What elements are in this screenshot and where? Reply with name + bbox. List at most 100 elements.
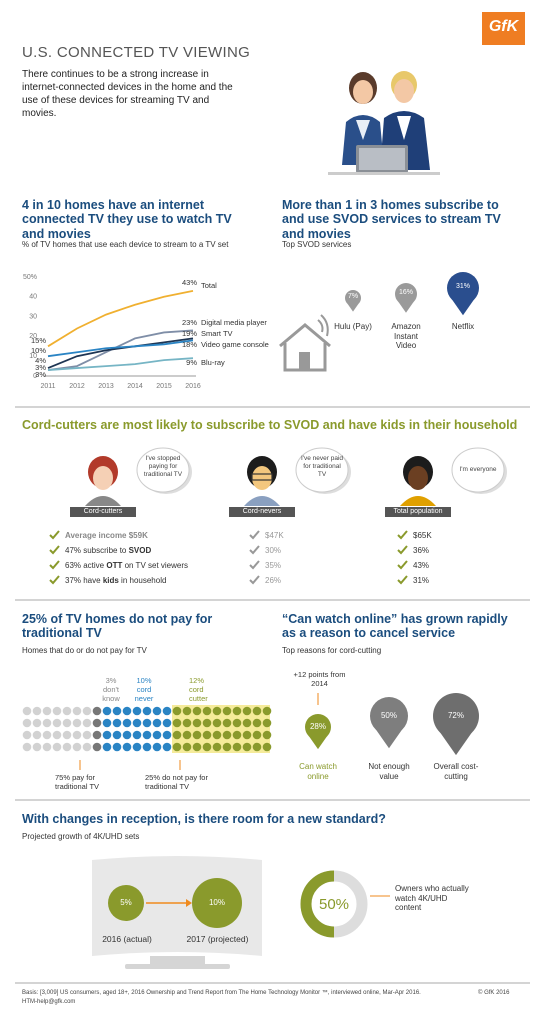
- intro: There continues to be a strong increase …: [22, 69, 233, 119]
- household-dot: [72, 718, 82, 728]
- household-dot: [92, 718, 102, 728]
- household-dot: [142, 742, 152, 752]
- stat-text: Average income $59K: [65, 531, 148, 540]
- dont-know-label: 3% don't know: [102, 676, 120, 703]
- section-subheading: Projected growth of 4K/UHD sets: [22, 832, 140, 841]
- page-title: U.S. CONNECTED TV VIEWING: [22, 44, 251, 61]
- household-dot: [252, 730, 262, 740]
- check-icon: [49, 560, 60, 570]
- household-dot: [212, 706, 222, 716]
- household-dot: [222, 730, 232, 740]
- series-line: [47, 339, 194, 358]
- check-icon: [249, 575, 260, 585]
- household-dot: [112, 730, 122, 740]
- household-dot: [32, 730, 42, 740]
- household-dot: [212, 742, 222, 752]
- persona-body: [244, 496, 280, 506]
- value-label: 15%: [31, 336, 46, 345]
- section-subheading: Homes that do or do not pay for TV: [22, 646, 147, 655]
- household-dot: [122, 706, 132, 716]
- persona-glasses: [251, 473, 273, 481]
- section-subheading: Top SVOD services: [282, 240, 352, 249]
- stat-text: 30%: [265, 546, 282, 555]
- household-dot: [42, 730, 52, 740]
- household-dot: [172, 730, 182, 740]
- household-dot: [132, 742, 142, 752]
- uhd-share: 5%: [120, 898, 132, 907]
- check-icon: [397, 530, 408, 540]
- persona-label: Cord-nevers: [229, 507, 295, 518]
- stat: 63% active OTT on TV set viewers: [65, 561, 188, 571]
- uhd-donut: [300, 870, 390, 938]
- household-dot: [92, 730, 102, 740]
- household-dot: [252, 706, 262, 716]
- household-dot: [162, 718, 172, 728]
- household-dot: [62, 718, 72, 728]
- household-dot: [32, 718, 42, 728]
- check-icon: [249, 530, 260, 540]
- legend-label: Total: [201, 281, 217, 290]
- cord-never-label: 10% cord never: [134, 676, 154, 703]
- household-dot: [182, 718, 192, 728]
- series-line: [47, 289, 194, 348]
- household-dot: [222, 742, 232, 752]
- footer-copyright: © GfK 2016: [478, 990, 510, 996]
- quote: I've stopped paying for traditional TV: [143, 455, 183, 478]
- household-dot: [72, 730, 82, 740]
- household-dot: [162, 730, 172, 740]
- logo: GfK: [488, 18, 519, 35]
- household-dot: [262, 730, 272, 740]
- household-dot: [122, 718, 132, 728]
- pin: [447, 272, 479, 304]
- legend-label: Digital media player: [201, 318, 267, 327]
- household-dot: [232, 706, 242, 716]
- household-dot: [132, 706, 142, 716]
- household-dot: [62, 706, 72, 716]
- value-label: 43%: [182, 278, 197, 287]
- reason-note: +12 points from 2014: [293, 670, 346, 688]
- reason-share: 28%: [309, 722, 326, 731]
- legend-label: Video game console: [201, 340, 269, 349]
- service-share: 16%: [398, 289, 413, 296]
- check-icon: [49, 545, 60, 555]
- check-icon: [49, 530, 60, 540]
- household-dot: [262, 706, 272, 716]
- x-tick-label: 2012: [69, 383, 85, 390]
- quote-bubble: [451, 447, 505, 493]
- household-dot: [242, 742, 252, 752]
- household-dot: [122, 742, 132, 752]
- check-icon: [49, 575, 60, 585]
- household-dot: [32, 742, 42, 752]
- household-dot: [42, 718, 52, 728]
- stat-text: on TV set viewers: [122, 561, 189, 570]
- pin: [398, 301, 414, 313]
- x-tick-label: 2015: [156, 383, 172, 390]
- pin: [395, 283, 417, 305]
- reason-label: Can watch online: [299, 762, 337, 781]
- household-dot: [232, 718, 242, 728]
- pin: [345, 290, 361, 306]
- watch-share: 50%: [318, 896, 350, 913]
- household-dot: [52, 730, 62, 740]
- stat: 35%: [265, 561, 281, 571]
- section-heading: 25% of TV homes do not pay for tradition…: [22, 612, 213, 641]
- stat: 31%: [413, 576, 429, 586]
- stat: 43%: [413, 561, 429, 571]
- section-subheading: % of TV homes that use each device to st…: [22, 240, 229, 249]
- household-dot: [172, 742, 182, 752]
- household-dot: [132, 730, 142, 740]
- stat-text: 26%: [265, 576, 282, 585]
- stat-text: in household: [118, 576, 167, 585]
- household-dot: [152, 742, 162, 752]
- household-dot: [152, 718, 162, 728]
- value-label: 18%: [182, 340, 197, 349]
- legend-label: Smart TV: [201, 329, 233, 338]
- household-dot: [242, 730, 252, 740]
- household-dot: [32, 706, 42, 716]
- household-dot: [222, 718, 232, 728]
- stat: 37% have kids in household: [65, 576, 166, 586]
- quote-bubble: [295, 447, 349, 493]
- stat: 47% subscribe to SVOD: [65, 546, 151, 556]
